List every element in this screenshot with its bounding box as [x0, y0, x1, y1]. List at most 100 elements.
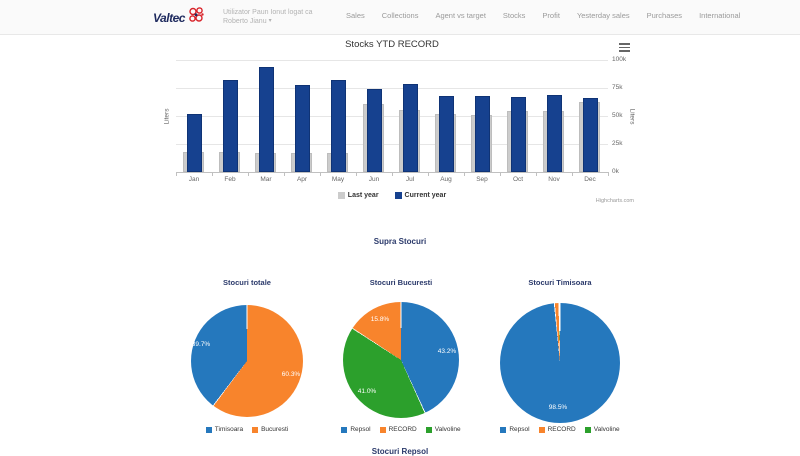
nav-item-sales[interactable]: Sales	[346, 11, 365, 20]
axis-tick	[428, 172, 429, 176]
x-axis-label: May	[331, 176, 345, 183]
x-axis-label: Feb	[224, 176, 236, 183]
nav-item-purchases[interactable]: Purchases	[646, 11, 683, 20]
pie-circle[interactable]	[500, 303, 620, 423]
legend-swatch	[425, 426, 432, 433]
nav-item-yesterday-sales[interactable]: Yesterday sales	[576, 11, 630, 20]
bar-current-year	[403, 83, 418, 172]
bar-current-year	[439, 96, 454, 172]
pie-circle[interactable]	[343, 302, 459, 418]
x-axis-label: Jan	[188, 176, 200, 183]
legend-item-repsol[interactable]: Repsol	[341, 426, 371, 433]
x-axis-label: Aug	[440, 176, 452, 183]
axis-tick	[608, 172, 609, 176]
legend-swatch	[584, 426, 591, 433]
x-axis-label: Oct	[512, 176, 524, 183]
legend-swatch	[205, 426, 212, 433]
x-axis-label: Jun	[368, 176, 380, 183]
x-axis-label: Apr	[296, 176, 308, 183]
bar-current-year	[475, 96, 490, 172]
bar-plot-area: Jan Feb Mar Apr May Jun Jul Aug Sep Oct Nov Dec	[176, 60, 609, 183]
section-title-supra-stocuri: Supra Stocuri	[373, 237, 427, 246]
main-nav: Sales Collections Agent vs target Stocks Pro…	[346, 11, 740, 20]
app-header: Valtec Utilizator Paun Ionut logat ca Ro…	[0, 0, 800, 35]
stocks-ytd-chart: Stocks YTD RECORD Liters Liters Jan Feb Ma…	[0, 35, 800, 215]
bar-group-jul	[392, 60, 428, 172]
bar-current-year	[223, 80, 238, 172]
legend-item-repsol[interactable]: Repsol	[500, 426, 530, 433]
bar-group-apr	[284, 60, 320, 172]
x-axis-label: Dec	[584, 176, 596, 183]
x-axis-label: Nov	[548, 176, 560, 183]
pie-title: Stocuri totale	[223, 278, 271, 287]
axis-tick	[176, 172, 177, 176]
pie-slice-label: 43.2%	[437, 348, 457, 355]
legend-item-valvoline[interactable]: Valvoline	[584, 426, 620, 433]
legend-swatch	[538, 426, 545, 433]
bar-current-year	[367, 89, 382, 172]
legend-swatch	[252, 426, 259, 433]
pie-chart-stocuri-timisoara: Stocuri Timisoara 98.5% Repsol RECORD Valv…	[480, 276, 640, 446]
bar-current-year	[547, 94, 562, 172]
axis-tick	[248, 172, 249, 176]
nav-item-profit[interactable]: Profit	[542, 11, 560, 20]
user-name: Roberto Jianu	[223, 18, 267, 25]
legend-item-record[interactable]: RECORD	[379, 426, 417, 433]
highcharts-credits[interactable]: Highcharts.com	[595, 198, 634, 204]
x-axis-label: Mar	[260, 176, 272, 183]
legend-swatch	[341, 426, 348, 433]
nav-item-stocks[interactable]: Stocks	[502, 11, 526, 20]
legend-item-record[interactable]: RECORD	[538, 426, 576, 433]
bar-group-oct	[500, 60, 536, 172]
legend-item-current-year[interactable]: Current year	[394, 192, 446, 199]
axis-tick	[356, 172, 357, 176]
bar-current-year	[583, 98, 598, 172]
gridline	[176, 60, 608, 61]
user-info: Utilizator Paun Ionut logat ca Roberto J…	[223, 8, 313, 26]
axis-tick	[464, 172, 465, 176]
pie-chart-stocuri-totale: Stocuri totale 39.7% 60.3% Timisoara Bucu…	[167, 276, 327, 446]
gridline	[176, 144, 608, 145]
legend-swatch	[379, 426, 386, 433]
bar-group-may	[320, 60, 356, 172]
chart-export-menu-button[interactable]	[619, 43, 630, 54]
pie-legend: Timisoara Bucuresti	[167, 426, 327, 433]
y-axis-tick-label: 50k	[612, 112, 623, 119]
bar-current-year	[331, 80, 346, 172]
user-menu[interactable]: Roberto Jianu ▾	[223, 17, 313, 26]
pie-legend: Repsol RECORD Valvoline	[480, 426, 640, 433]
pie-slice-label: 98.5%	[548, 404, 568, 411]
bar-group-mar	[248, 60, 284, 172]
legend-item-valvoline[interactable]: Valvoline	[425, 426, 461, 433]
y-axis-title-left: Liters	[163, 108, 171, 125]
y-axis-tick-label: 100k	[612, 56, 627, 63]
bar-group-jun	[356, 60, 392, 172]
nav-item-agent-vs-target[interactable]: Agent vs target	[435, 11, 486, 20]
axis-tick	[320, 172, 321, 176]
y-axis-tick-label: 25k	[612, 140, 623, 147]
y-axis-title-right: Liters	[628, 108, 636, 125]
nav-item-international[interactable]: International	[699, 11, 741, 20]
pie-slice-label: 39.7%	[191, 341, 211, 348]
app-logo[interactable]: Valtec	[153, 6, 204, 30]
gridline	[176, 116, 608, 117]
bar-group-sep	[464, 60, 500, 172]
x-axis-label: Jul	[405, 176, 415, 183]
bar-current-year	[259, 66, 274, 172]
x-axis-label: Sep	[476, 176, 488, 183]
y-axis-tick-label: 0k	[612, 168, 619, 175]
user-login-text: Utilizator Paun Ionut logat ca	[223, 9, 313, 16]
nav-item-collections[interactable]: Collections	[381, 11, 419, 20]
bar-current-year	[511, 97, 526, 172]
gridline	[176, 88, 608, 89]
legend-item-bucuresti[interactable]: Bucuresti	[252, 426, 288, 433]
pie-circle[interactable]	[191, 305, 303, 417]
axis-tick	[536, 172, 537, 176]
logo-molecule-icon	[187, 6, 204, 30]
bar-group-feb	[212, 60, 248, 172]
legend-item-timisoara[interactable]: Timisoara	[205, 426, 243, 433]
legend-item-last-year[interactable]: Last year	[337, 192, 379, 199]
axis-tick	[284, 172, 285, 176]
bar-group-dec	[572, 60, 608, 172]
pie-chart-stocuri-bucuresti: Stocuri Bucuresti 43.2% 15.8% 41.0% Reps…	[321, 276, 481, 446]
